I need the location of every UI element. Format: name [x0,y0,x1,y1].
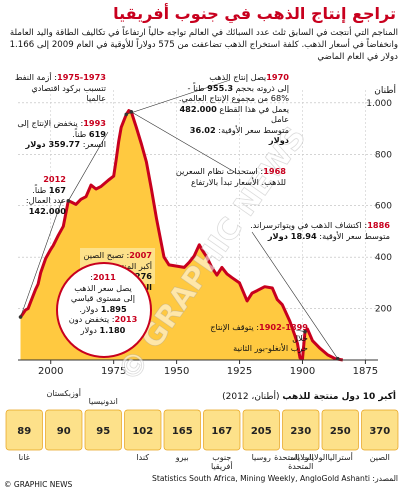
country-bar-7 [84,409,122,451]
annotation-2011: 2011: يصل سعر الذهب إلى مستوى قياسي 1.89… [68,272,138,335]
y-tick-400: 400 [375,253,392,263]
leader-1993 [68,131,109,201]
country-bar-4 [203,409,241,451]
page-title: تراجع إنتاج الذهب في جنوب أفريقيا [113,4,396,23]
country-bar-6 [124,409,162,451]
y-tick-200: 200 [375,305,392,315]
country-label-2: الولايات المتحدة [274,453,327,462]
country-label-0: الصين [370,453,390,462]
country-value-7: 95 [96,426,110,437]
top-producers-title: أكبر 10 دول منتجة للذهب (أطنان، 2012) [222,392,396,402]
country-value-5: 165 [172,426,193,437]
country-value-3: 205 [251,426,272,437]
annotation-1968: 1968: استحداث نظام السعرين للذهب. الأسعا… [175,166,286,187]
leader-2012 [20,199,63,318]
country-label-6: كندا [136,453,149,462]
country-bar-1 [321,409,359,451]
x-tick-1875: 1875 [353,366,378,377]
country-bar-8 [45,409,83,451]
country-bar-5 [163,409,201,451]
country-label-4: جنوب أفريقيا [211,453,233,471]
country-bar-9 [5,409,43,451]
leader-dot-1970 [124,112,129,117]
country-label-2: الولايات المتحدة [288,453,314,471]
y-tick-600: 600 [375,202,392,212]
callout-bubble-2011 [56,262,152,358]
annotation-1899-1902: 1902-1899: يتوقف الإنتاج خلال حرب الأنغل… [210,322,308,353]
annotation-1993: 1993: ينخفض الإنتاج إلى 619 طناً. السعر:… [17,118,106,149]
country-value-0: 370 [369,426,390,437]
country-bar-3 [242,409,280,451]
country-value-4: 167 [211,426,232,437]
top-producers-heading: أكبر 10 دول منتجة للذهب [282,392,396,402]
x-tick-1950: 1950 [164,366,189,377]
top-producers-unit: (أطنان، 2012) [222,392,283,402]
credit: © GRAPHIC NEWS [4,480,73,489]
leader-dot-1886 [335,356,340,361]
leader-1970 [126,79,231,115]
country-label-7: اندونيسيا [89,397,118,406]
annotation-1886: 1886: اكتشاف الذهب في ويتواترسراند. متوس… [250,220,390,241]
leader-dot-2012 [18,315,23,319]
x-tick-1925: 1925 [227,366,252,377]
annotation-2012: 2012 167 طناً. عدد العمال: 142.000 [25,174,66,216]
leader-dot-1968 [129,110,134,114]
country-label-1: أستراليا [328,452,353,462]
production-line [19,109,344,362]
x-tick-2000: 2000 [38,366,63,377]
leader-dot-1993 [66,199,71,203]
country-bar-0 [361,409,399,451]
annotation-1973-1975: 1975-1973: أزمة النفط تتسبب بركود اقتصاد… [14,72,106,103]
intro-text: المناجم التي أنتجت في السابق ثلث عدد الس… [9,28,398,62]
x-tick-1900: 1900 [290,366,315,377]
annotation-1970: 1970يصل إنتاج الذهب إلى ذروته بحجم 955.3… [178,72,289,145]
country-value-9: 89 [17,426,31,437]
country-label-3: روسيا [252,453,271,462]
country-value-1: 250 [330,426,351,437]
country-value-8: 90 [57,426,71,437]
country-label-5: بيرو [175,453,189,462]
country-label-8: أوزبكستان [47,388,81,398]
leader-1968 [131,111,239,175]
x-tick-1975: 1975 [101,366,126,377]
y-tick-800: 800 [375,150,392,160]
country-bar-2 [282,409,320,451]
y-axis-title: أطنان [374,86,396,96]
source-note: المصدر: Statistics South Africa, Mining … [152,474,398,483]
country-value-6: 102 [132,426,153,437]
leader-dot-1899 [303,329,307,334]
leader-1886 [251,231,338,359]
country-label-9: غانا [19,453,30,462]
y-tick-1000: 1.000 [366,99,392,109]
country-value-2: 230 [290,426,311,437]
